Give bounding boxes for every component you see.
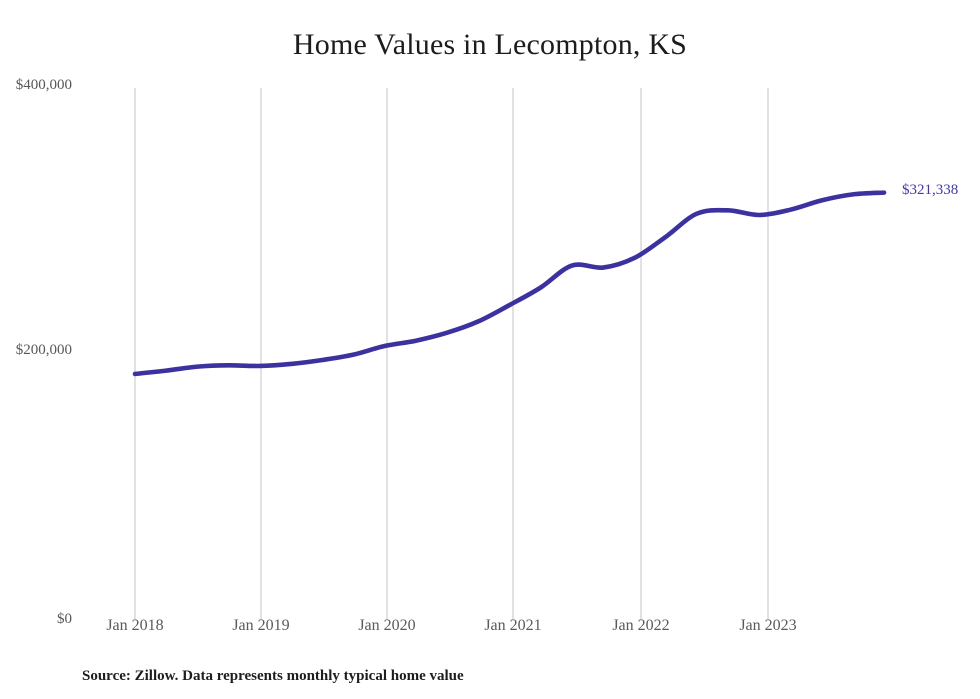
data-series-line — [132, 190, 887, 377]
y-axis-tick-0: $0 — [57, 611, 72, 627]
chart-title: Home Values in Lecompton, KS — [292, 28, 688, 61]
endpoint-value-label: $321,338 — [902, 181, 959, 198]
x-axis-tick-jan-2019: Jan 2019 — [232, 617, 290, 634]
y-axis-tick-200000: $200,000 — [15, 342, 72, 358]
x-axis-tick-jan-2020: Jan 2020 — [358, 617, 416, 634]
gridlines — [134, 88, 769, 620]
x-axis-tick-jan-2023: Jan 2023 — [739, 617, 797, 634]
source-note: Source: Zillow. Data represents monthly … — [82, 668, 464, 684]
x-axis-tick-jan-2022: Jan 2022 — [612, 617, 670, 634]
x-axis-tick-jan-2021: Jan 2021 — [484, 617, 542, 634]
y-axis-tick-400000: $400,000 — [15, 77, 72, 93]
x-axis-tick-jan-2018: Jan 2018 — [106, 617, 164, 634]
